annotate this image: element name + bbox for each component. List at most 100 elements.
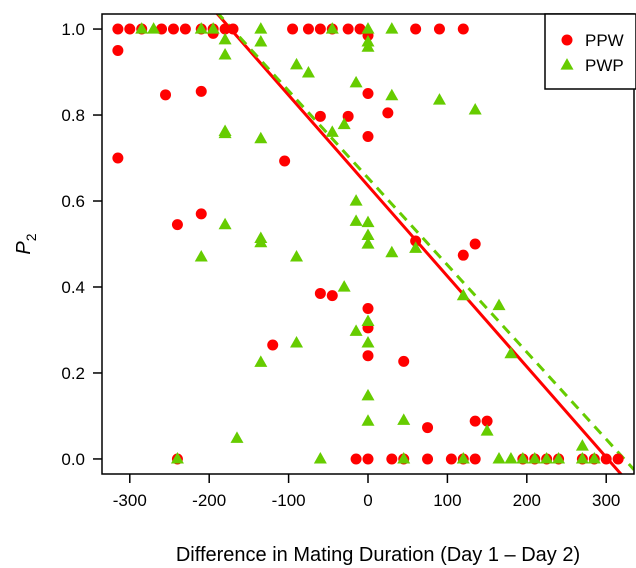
point-ppw [314,287,326,299]
x-tick-label: 100 [433,491,461,510]
point-pwp [516,452,530,464]
point-ppw [112,152,124,164]
point-pwp [361,237,375,249]
point-ppw [112,23,124,35]
x-axis-title: Difference in Mating Duration (Day 1 – D… [176,544,580,566]
point-ppw [362,350,374,362]
point-ppw [314,23,326,35]
data-points [112,22,624,465]
point-pwp [254,35,268,47]
point-ppw [179,23,191,35]
point-ppw [398,355,410,367]
point-pwp [587,452,601,464]
point-ppw [422,422,434,434]
point-ppw [457,249,469,261]
point-pwp [313,452,327,464]
point-ppw [386,453,398,465]
point-ppw [195,85,207,97]
point-ppw [469,415,481,427]
fit-line-pwp [216,14,634,471]
point-pwp [135,22,149,34]
point-pwp [385,22,399,34]
point-ppw [314,110,326,122]
point-pwp [361,388,375,401]
point-pwp [325,125,339,137]
legend-box [544,13,636,90]
point-pwp [325,22,339,34]
point-pwp [385,88,399,101]
point-pwp [337,280,351,292]
legend-marker-ppw [561,34,573,46]
point-ppw [362,453,374,465]
point-pwp [349,214,363,226]
point-ppw [227,23,239,35]
point-pwp [540,452,554,464]
point-ppw [362,302,374,314]
point-ppw [410,235,422,247]
point-ppw [362,88,374,100]
point-pwp [194,22,208,34]
y-axis-title-main: P [13,241,35,255]
point-pwp [504,346,518,359]
point-ppw [612,453,624,465]
point-ppw [302,23,314,35]
y-axis: 0.0 0.2 0.4 0.6 0.8 1.0 [61,20,102,469]
point-pwp [456,288,470,301]
point-pwp [528,452,542,464]
point-pwp [349,75,363,88]
y-tick-label: 0.6 [61,192,85,211]
point-ppw [445,453,457,465]
point-pwp [206,22,220,34]
point-ppw [326,290,338,302]
point-ppw [287,23,299,35]
y-tick-label: 0.4 [61,278,85,297]
point-pwp [361,228,375,241]
legend-label-ppw: PPW [585,31,624,50]
y-axis-title-subscript: 2 [23,233,39,241]
point-ppw [350,453,362,465]
point-ppw [362,131,374,143]
point-pwp [575,439,589,451]
point-pwp [552,452,566,464]
point-pwp [290,335,304,348]
x-axis: -300 -200 -100 0 100 200 300 [113,474,620,510]
point-pwp [194,249,208,262]
point-pwp [361,314,375,326]
point-ppw [469,238,481,250]
point-ppw [279,155,291,167]
point-pwp [575,452,589,464]
point-ppw [342,110,354,122]
point-pwp [301,65,315,78]
point-pwp [492,298,506,311]
x-tick-label: -200 [192,491,226,510]
point-ppw [600,453,612,465]
legend: PPW PWP [544,13,636,90]
point-pwp [361,40,375,52]
y-tick-label: 1.0 [61,20,85,39]
point-pwp [397,452,411,464]
point-pwp [432,93,446,105]
point-pwp [468,102,482,115]
point-pwp [349,194,363,206]
point-pwp [290,249,304,262]
point-pwp [480,424,494,436]
point-pwp [170,452,184,464]
point-pwp [397,413,411,425]
point-pwp [361,414,375,426]
point-pwp [254,355,268,367]
point-pwp [218,217,232,230]
point-ppw [167,23,179,35]
point-pwp [290,57,304,70]
point-ppw [481,415,493,427]
point-ppw [410,23,422,35]
point-pwp [492,452,506,464]
point-ppw [195,208,207,220]
point-pwp [218,47,232,60]
point-ppw [422,453,434,465]
x-tick-label: -100 [272,491,306,510]
point-ppw [219,23,231,35]
point-pwp [254,235,268,248]
point-pwp [254,22,268,34]
point-pwp [230,431,244,443]
